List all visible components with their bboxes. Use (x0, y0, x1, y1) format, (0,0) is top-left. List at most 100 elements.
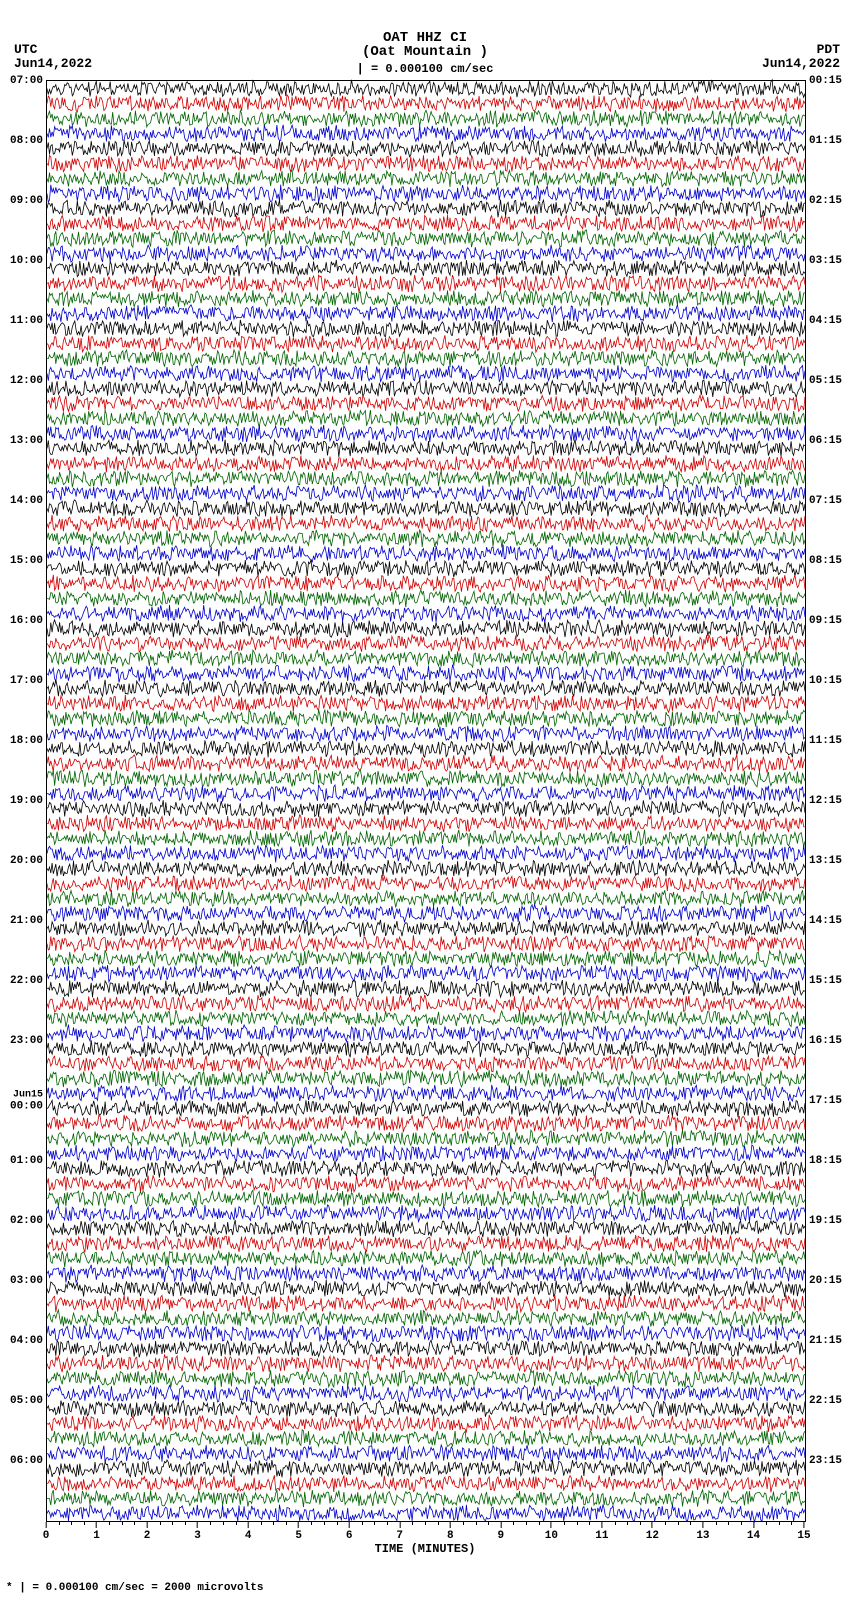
trace-row (47, 426, 805, 441)
trace-row (47, 456, 805, 471)
trace-row (47, 1446, 805, 1461)
pdt-hour-label: 18:15 (809, 1155, 849, 1167)
x-minor-tick (286, 1522, 287, 1525)
trace-row (47, 201, 805, 216)
trace-row (47, 1146, 805, 1161)
x-tick: 2 (144, 1522, 151, 1542)
x-axis: TIME (MINUTES) 0123456789101112131415 (46, 1522, 804, 1562)
trace-row (47, 1116, 805, 1131)
trace-row (47, 1491, 805, 1506)
x-minor-tick (337, 1522, 338, 1525)
pdt-hour-label: 01:15 (809, 135, 849, 147)
x-tick: 12 (646, 1522, 659, 1542)
x-minor-tick (311, 1522, 312, 1525)
pdt-hour-label: 21:15 (809, 1335, 849, 1347)
x-tick: 10 (545, 1522, 558, 1542)
trace-row (47, 1356, 805, 1371)
x-minor-tick (577, 1522, 578, 1525)
trace-row (47, 1266, 805, 1281)
trace-row (47, 486, 805, 501)
x-minor-tick (564, 1522, 565, 1525)
trace-row (47, 336, 805, 351)
pdt-hour-label: 07:15 (809, 495, 849, 507)
trace-row (47, 1221, 805, 1236)
trace-row (47, 1281, 805, 1296)
trace-row (47, 846, 805, 861)
trace-row (47, 1326, 805, 1341)
trace-row (47, 696, 805, 711)
x-minor-tick (640, 1522, 641, 1525)
trace-row (47, 216, 805, 231)
x-minor-tick (59, 1522, 60, 1525)
utc-hour-label: 07:00 (3, 75, 43, 87)
x-tick: 3 (194, 1522, 201, 1542)
trace-row (47, 576, 805, 591)
trace-row (47, 186, 805, 201)
trace-row (47, 651, 805, 666)
trace-row (47, 546, 805, 561)
utc-hour-label: 19:00 (3, 795, 43, 807)
x-minor-tick (425, 1522, 426, 1525)
x-minor-tick (539, 1522, 540, 1525)
trace-row (47, 921, 805, 936)
trace-row (47, 276, 805, 291)
x-minor-tick (223, 1522, 224, 1525)
trace-row (47, 771, 805, 786)
trace-row (47, 1401, 805, 1416)
trace-row (47, 1071, 805, 1086)
x-tick: 9 (497, 1522, 504, 1542)
trace-row (47, 411, 805, 426)
trace-row (47, 1296, 805, 1311)
trace-row (47, 471, 805, 486)
trace-row (47, 996, 805, 1011)
helicorder-plot-area: 07:0000:1508:0001:1509:0002:1510:0003:15… (46, 80, 806, 1522)
x-tick: 8 (447, 1522, 454, 1542)
x-minor-tick (716, 1522, 717, 1525)
pdt-hour-label: 02:15 (809, 195, 849, 207)
trace-row (47, 366, 805, 381)
x-tick: 13 (696, 1522, 709, 1542)
x-minor-tick (690, 1522, 691, 1525)
trace-row (47, 1041, 805, 1056)
pdt-hour-label: 04:15 (809, 315, 849, 327)
trace-row (47, 966, 805, 981)
trace-row (47, 501, 805, 516)
pdt-hour-label: 00:15 (809, 75, 849, 87)
x-minor-tick (261, 1522, 262, 1525)
utc-hour-label: 01:00 (3, 1155, 43, 1167)
utc-hour-label: 02:00 (3, 1215, 43, 1227)
utc-hour-label: 13:00 (3, 435, 43, 447)
trace-row (47, 1191, 805, 1206)
x-minor-tick (185, 1522, 186, 1525)
trace-row (47, 561, 805, 576)
trace-row (47, 306, 805, 321)
pdt-hour-label: 19:15 (809, 1215, 849, 1227)
x-tick: 6 (346, 1522, 353, 1542)
trace-row (47, 801, 805, 816)
trace-row (47, 891, 805, 906)
pdt-hour-label: 14:15 (809, 915, 849, 927)
x-minor-tick (71, 1522, 72, 1525)
x-minor-tick (779, 1522, 780, 1525)
utc-hour-label: 22:00 (3, 975, 43, 987)
utc-hour-label: 03:00 (3, 1275, 43, 1287)
x-tick: 14 (747, 1522, 760, 1542)
pdt-hour-label: 15:15 (809, 975, 849, 987)
x-minor-tick (438, 1522, 439, 1525)
trace-row (47, 1131, 805, 1146)
trace-row (47, 681, 805, 696)
trace-row (47, 666, 805, 681)
utc-hour-label: 10:00 (3, 255, 43, 267)
x-minor-tick (84, 1522, 85, 1525)
trace-row (47, 756, 805, 771)
trace-row (47, 1236, 805, 1251)
trace-row (47, 981, 805, 996)
x-minor-tick (273, 1522, 274, 1525)
trace-row (47, 96, 805, 111)
trace-row (47, 141, 805, 156)
x-minor-tick (627, 1522, 628, 1525)
utc-hour-label: 05:00 (3, 1395, 43, 1407)
pdt-hour-label: 22:15 (809, 1395, 849, 1407)
trace-row (47, 261, 805, 276)
trace-row (47, 636, 805, 651)
